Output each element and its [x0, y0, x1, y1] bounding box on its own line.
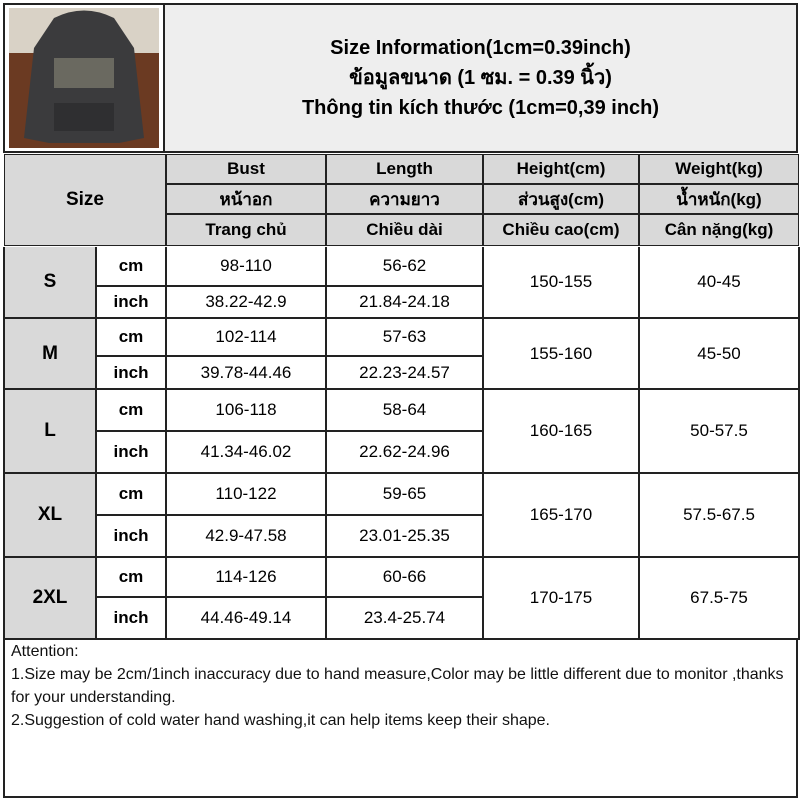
unit-cm: cm [95, 388, 167, 432]
size-row-cm: S cm 98-110 56-62 150-155 40-45 [3, 245, 800, 319]
size-row-inch: inch 41.34-46.02 22.62-24.96 [4, 430, 799, 474]
attention-notes: Attention: 1.Size may be 2cm/1inch inacc… [3, 638, 798, 798]
length-cm: 59-65 [325, 472, 484, 516]
bust-inch: 44.46-49.14 [165, 596, 327, 640]
size-row-inch: inch 44.46-49.14 23.4-25.74 [4, 596, 799, 640]
product-photo [5, 5, 165, 151]
bust-cm: 106-118 [165, 388, 327, 432]
bust-cm: 114-126 [165, 556, 327, 598]
height-range: 160-165 [482, 388, 640, 474]
height-range: 170-175 [482, 556, 640, 640]
size-header: Size [3, 153, 167, 247]
unit-inch: inch [95, 285, 167, 319]
title-line-th: ข้อมูลขนาด (1 ซม. = 0.39 นิ้ว) [349, 67, 612, 89]
bust-inch: 41.34-46.02 [165, 430, 327, 474]
length-cm: 56-62 [325, 245, 484, 287]
note-2: 2.Suggestion of cold water hand washing,… [11, 712, 550, 729]
col-height-th: ส่วนสูง(cm) [482, 183, 640, 215]
size-label: L [3, 388, 97, 474]
note-heading: Attention: [11, 643, 79, 660]
weight-range: 67.5-75 [638, 556, 800, 640]
length-inch: 23.01-25.35 [325, 514, 484, 558]
length-cm: 58-64 [325, 388, 484, 432]
col-height-en: Height(cm) [482, 153, 640, 185]
bust-inch: 38.22-42.9 [165, 285, 327, 319]
col-length-en: Length [325, 153, 484, 185]
unit-inch: inch [95, 355, 167, 390]
title-line-en: Size Information(1cm=0.39inch) [330, 37, 631, 59]
hoodie-image [9, 8, 159, 148]
length-inch: 22.23-24.57 [325, 355, 484, 390]
height-range: 155-160 [482, 317, 640, 390]
length-inch: 22.62-24.96 [325, 430, 484, 474]
size-label: S [3, 245, 97, 319]
size-info-title: Size Information(1cm=0.39inch) ข้อมูลขนา… [165, 5, 796, 151]
size-label: 2XL [3, 556, 97, 640]
weight-range: 40-45 [638, 245, 800, 319]
col-weight-th: น้ำหนัก(kg) [638, 183, 800, 215]
note-1: 1.Size may be 2cm/1inch inaccuracy due t… [11, 666, 784, 706]
bust-inch: 39.78-44.46 [165, 355, 327, 390]
col-bust-th: หน้าอก [165, 183, 327, 215]
size-row-inch: inch 42.9-47.58 23.01-25.35 [4, 514, 799, 558]
unit-cm: cm [95, 245, 167, 287]
size-row-cm: L cm 106-118 58-64 160-165 50-57.5 [3, 388, 800, 474]
size-table: Size Bust Length Height(cm) Weight(kg) ห… [3, 153, 800, 640]
col-length-th: ความยาว [325, 183, 484, 215]
size-row-cm: M cm 102-114 57-63 155-160 45-50 [3, 317, 800, 390]
unit-cm: cm [95, 472, 167, 516]
size-label: M [3, 317, 97, 390]
length-inch: 23.4-25.74 [325, 596, 484, 640]
unit-inch: inch [95, 430, 167, 474]
weight-range: 50-57.5 [638, 388, 800, 474]
col-bust-en: Bust [165, 153, 327, 185]
length-cm: 60-66 [325, 556, 484, 598]
header-band: Size Information(1cm=0.39inch) ข้อมูลขนา… [3, 3, 798, 153]
height-range: 150-155 [482, 245, 640, 319]
size-row-cm: XL cm 110-122 59-65 165-170 57.5-67.5 [3, 472, 800, 558]
size-label: XL [3, 472, 97, 558]
length-cm: 57-63 [325, 317, 484, 357]
bust-cm: 98-110 [165, 245, 327, 287]
col-bust-vi: Trang chủ [165, 213, 327, 247]
col-weight-en: Weight(kg) [638, 153, 800, 185]
col-weight-vi: Cân nặng(kg) [638, 213, 800, 247]
bust-cm: 102-114 [165, 317, 327, 357]
title-line-vi: Thông tin kích thước (1cm=0,39 inch) [301, 97, 660, 119]
weight-range: 57.5-67.5 [638, 472, 800, 558]
bust-inch: 42.9-47.58 [165, 514, 327, 558]
weight-range: 45-50 [638, 317, 800, 390]
length-inch: 21.84-24.18 [325, 285, 484, 319]
bust-cm: 110-122 [165, 472, 327, 516]
unit-cm: cm [95, 556, 167, 598]
height-range: 165-170 [482, 472, 640, 558]
col-length-vi: Chiều dài [325, 213, 484, 247]
unit-cm: cm [95, 317, 167, 357]
unit-inch: inch [95, 596, 167, 640]
size-row-inch: inch 38.22-42.9 21.84-24.18 [4, 285, 799, 319]
size-row-cm: 2XL cm 114-126 60-66 170-175 67.5-75 [3, 556, 800, 640]
col-height-vi: Chiều cao(cm) [482, 213, 640, 247]
size-row-inch: inch 39.78-44.46 22.23-24.57 [4, 355, 799, 390]
unit-inch: inch [95, 514, 167, 558]
